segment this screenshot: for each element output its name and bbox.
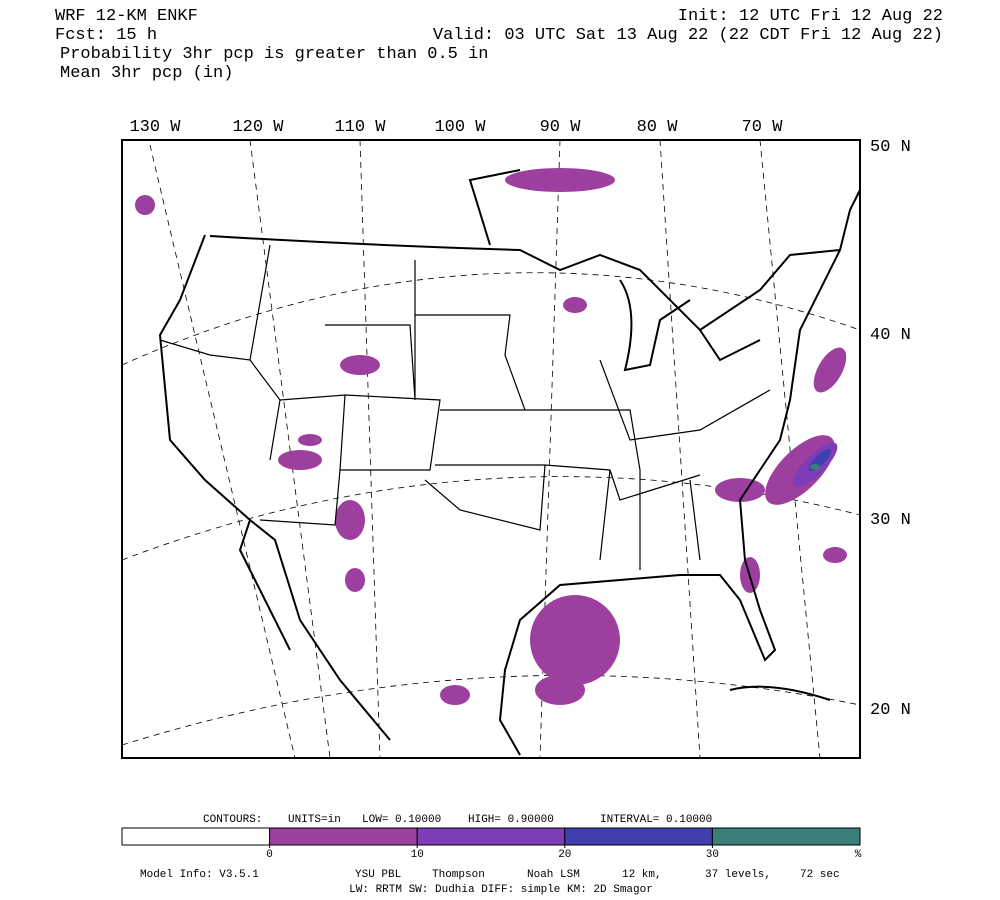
coastlines bbox=[158, 169, 861, 756]
state-borders bbox=[159, 244, 771, 570]
colorbar: 0 10 20 30% bbox=[121, 827, 862, 861]
longitude-label: 130 W bbox=[129, 118, 181, 137]
colorbar-unit: % bbox=[855, 849, 862, 861]
model-name: WRF 12-KM ENKF bbox=[55, 7, 198, 26]
latitude-label: 50 N bbox=[870, 138, 911, 157]
contours-units: UNITS=in bbox=[288, 814, 341, 826]
longitude-labels: 130 W 120 W 110 W 100 W 90 W 80 W 70 W bbox=[129, 118, 783, 137]
colorbar-segment bbox=[121, 827, 271, 846]
latitude-label: 30 N bbox=[870, 511, 911, 530]
precip bbox=[135, 168, 847, 705]
colorbar-label: 30 bbox=[706, 849, 719, 861]
map bbox=[121, 139, 861, 759]
physics-info: LW: RRTM SW: Dudhia DIFF: simple KM: 2D … bbox=[349, 884, 653, 896]
contours-low: LOW= 0.10000 bbox=[362, 814, 441, 826]
microphysics: Thompson bbox=[432, 869, 485, 881]
colorbar-label: 10 bbox=[411, 849, 424, 861]
colorbar-header: CONTOURS: UNITS=in LOW= 0.10000 HIGH= 0.… bbox=[203, 814, 712, 826]
pbl-scheme: YSU PBL bbox=[355, 869, 401, 881]
resolution: 12 km, bbox=[622, 869, 662, 881]
contours-high: HIGH= 0.90000 bbox=[468, 814, 554, 826]
colorbar-label: 0 bbox=[266, 849, 273, 861]
field-title: Probability 3hr pcp is greater than 0.5 … bbox=[60, 45, 488, 64]
model-info: Model Info: V3.5.1 bbox=[140, 869, 259, 881]
footer: Model Info: V3.5.1 YSU PBL Thompson Noah… bbox=[140, 869, 840, 896]
latitude-labels: 50 N 40 N 30 N 20 N bbox=[870, 138, 911, 720]
colorbar-segment bbox=[269, 827, 418, 846]
timestep: 72 sec bbox=[800, 869, 840, 881]
longitude-label: 120 W bbox=[232, 118, 284, 137]
forecast-hour: Fcst: 15 h bbox=[55, 26, 157, 45]
colorbar-segment bbox=[711, 827, 861, 846]
contours-interval: INTERVAL= 0.10000 bbox=[600, 814, 712, 826]
colorbar-label: 20 bbox=[558, 849, 571, 861]
levels: 37 levels, bbox=[705, 869, 771, 881]
longitude-label: 110 W bbox=[334, 118, 386, 137]
colorbar-segment bbox=[564, 827, 713, 846]
longitude-label: 80 W bbox=[637, 118, 679, 137]
latitude-label: 20 N bbox=[870, 701, 911, 720]
init-time: Init: 12 UTC Fri 12 Aug 22 bbox=[678, 7, 943, 26]
colorbar-segment bbox=[416, 827, 566, 846]
valid-time: Valid: 03 UTC Sat 13 Aug 22 (22 CDT Fri … bbox=[433, 26, 943, 45]
graticule bbox=[121, 139, 861, 759]
contours-label: CONTOURS: bbox=[203, 814, 262, 826]
map-frame bbox=[121, 139, 861, 759]
longitude-label: 90 W bbox=[540, 118, 582, 137]
longitude-label: 70 W bbox=[742, 118, 784, 137]
header: WRF 12-KM ENKF Init: 12 UTC Fri 12 Aug 2… bbox=[55, 7, 943, 83]
longitude-label: 100 W bbox=[434, 118, 486, 137]
land-surface: Noah LSM bbox=[527, 869, 580, 881]
latitude-label: 40 N bbox=[870, 326, 911, 345]
field-title: Mean 3hr pcp (in) bbox=[60, 64, 233, 83]
